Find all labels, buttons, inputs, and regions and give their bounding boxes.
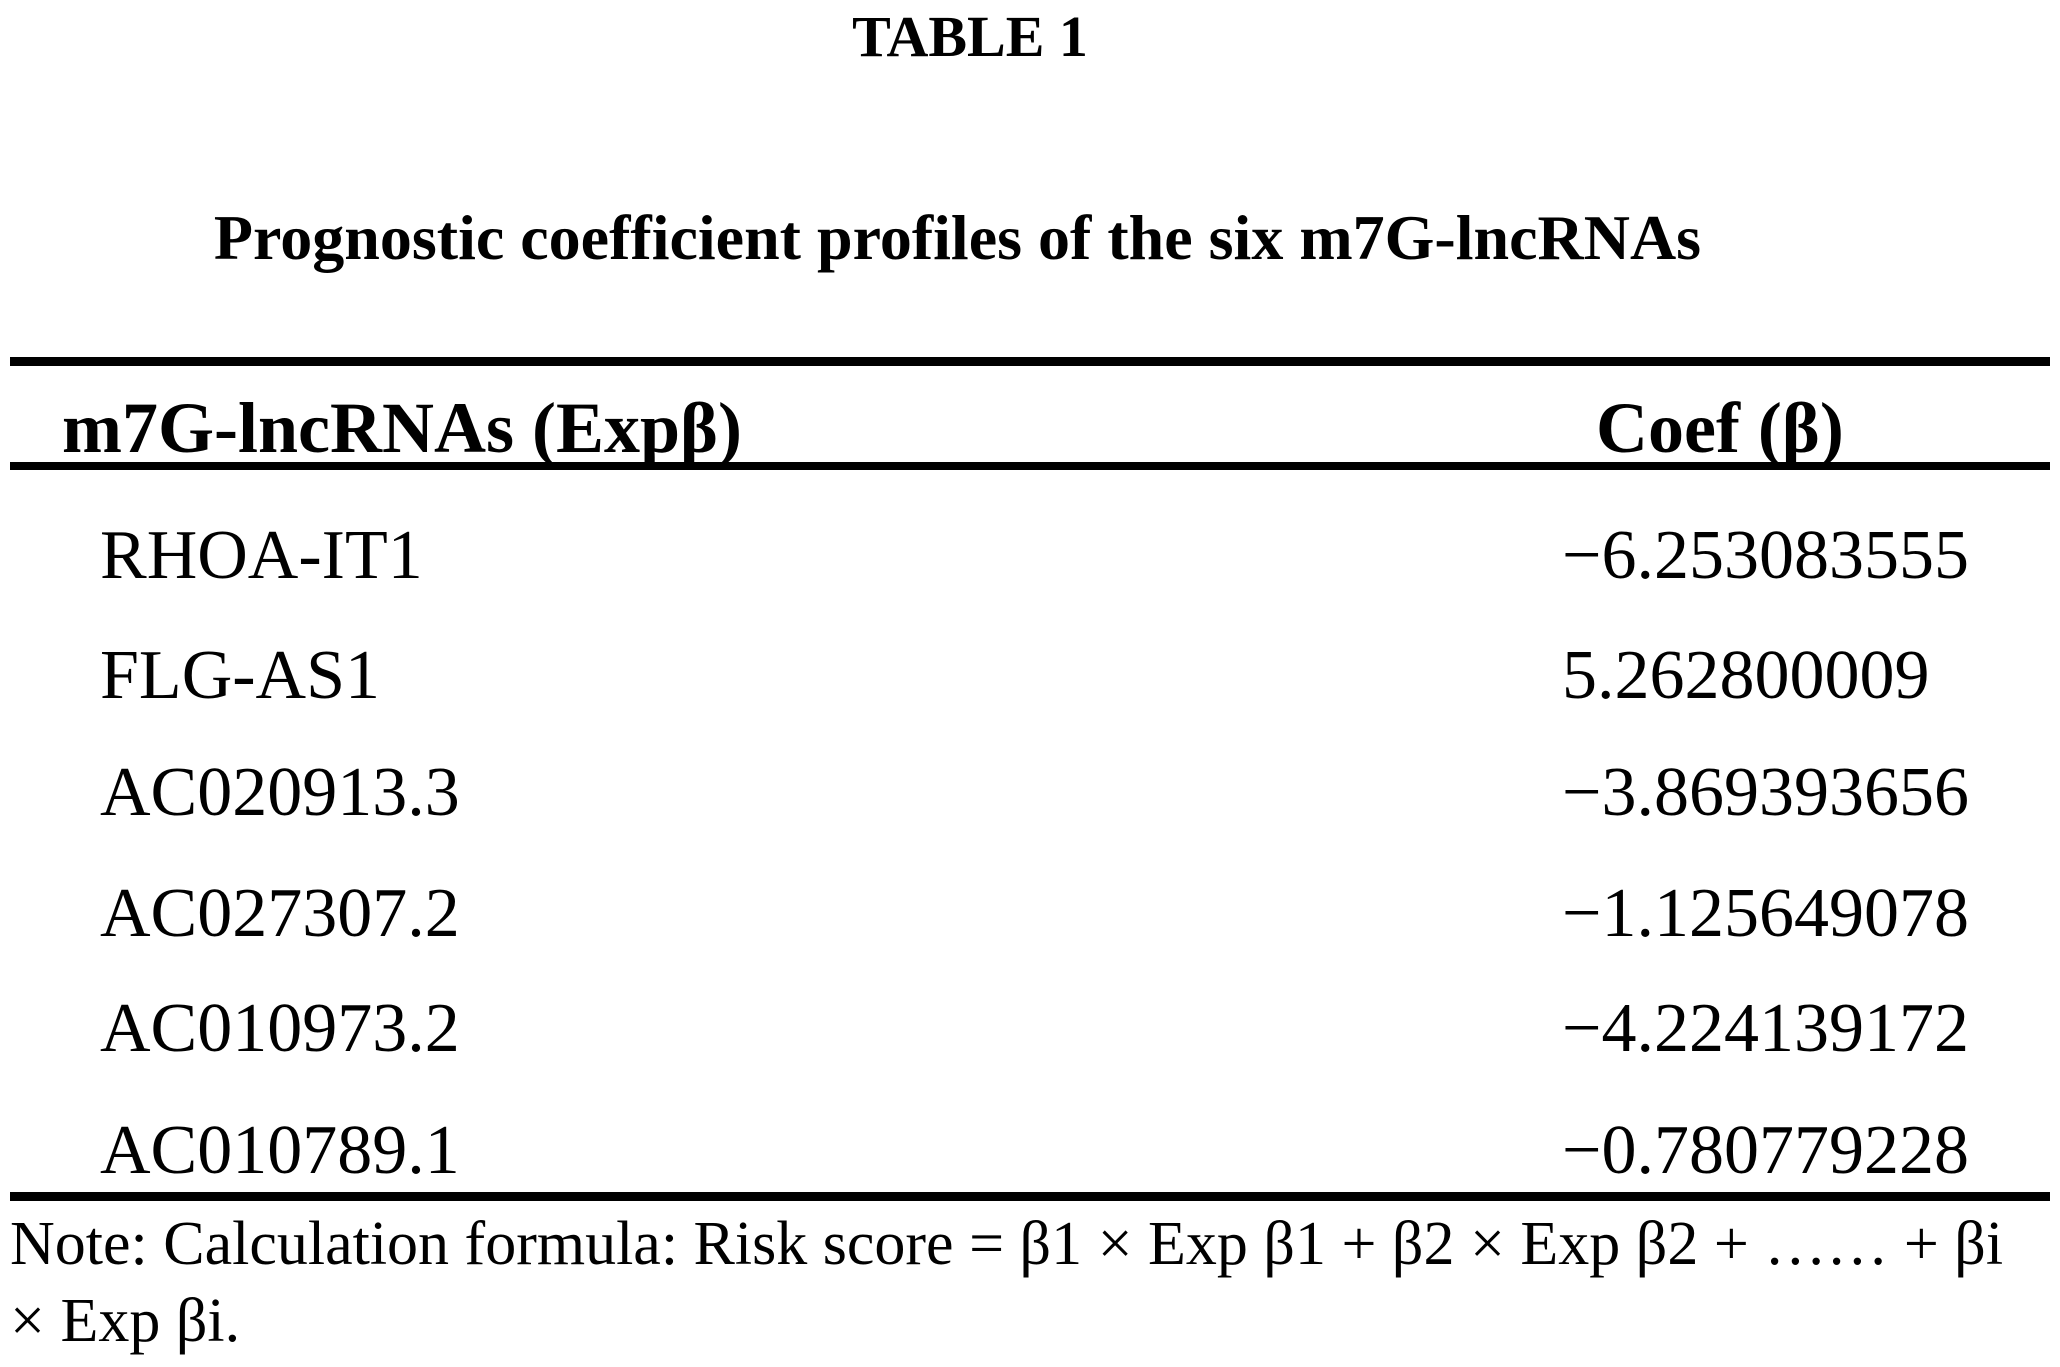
table-note-line1: Note: Calculation formula: Risk score = … [10, 1210, 2004, 1278]
table-row-coef: −3.869393656 [1562, 754, 1969, 831]
table-row-name: RHOA-IT1 [100, 517, 423, 594]
table-bottom-rule [10, 1192, 2050, 1201]
table-row-coef: −4.224139172 [1562, 990, 1969, 1067]
column-header-coef: Coef (β) [1596, 388, 1844, 468]
table-row-name: AC020913.3 [100, 754, 460, 831]
table-row-name: AC027307.2 [100, 875, 460, 952]
table-top-rule [10, 357, 2050, 366]
table-row-coef: −1.125649078 [1562, 875, 1969, 952]
table-label: TABLE 1 [852, 4, 1088, 69]
table-row-name: AC010789.1 [100, 1112, 460, 1189]
table-row-name: AC010973.2 [100, 990, 460, 1067]
header-separator-rule [10, 462, 2050, 470]
table-row-coef: 5.262800009 [1562, 637, 1930, 714]
table-row-name: FLG-AS1 [100, 637, 381, 714]
table-title: Prognostic coefficient profiles of the s… [213, 202, 1702, 273]
column-header-lncrna: m7G-lncRNAs (Expβ) [62, 388, 742, 468]
table-row-coef: −6.253083555 [1562, 517, 1969, 594]
table-note: Note: Calculation formula: Risk score = … [10, 1206, 2055, 1360]
table-row-coef: −0.780779228 [1562, 1112, 1969, 1189]
table-note-line2: × Exp βi. [10, 1287, 241, 1355]
